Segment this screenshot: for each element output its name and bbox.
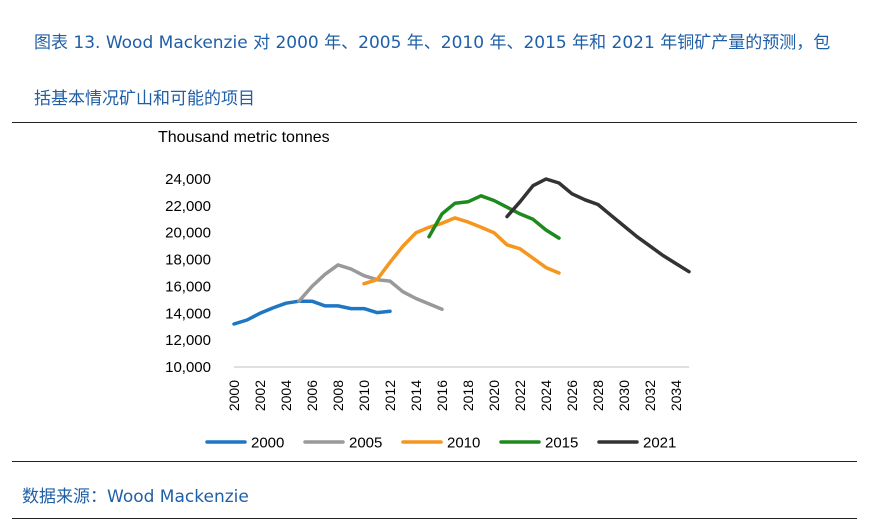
x-tick-label: 2010 xyxy=(356,380,372,411)
y-tick-label: 20,000 xyxy=(165,225,211,242)
x-tick-label: 2014 xyxy=(408,380,424,411)
x-tick-label: 2012 xyxy=(382,380,398,411)
series-line-2000 xyxy=(232,299,392,326)
legend: 2000 2005 2010 2015 2021 xyxy=(205,435,676,452)
legend-label-2021: 2021 xyxy=(643,435,676,452)
x-tick-label: 2018 xyxy=(460,380,476,411)
x-tick-label: 2030 xyxy=(616,380,632,411)
series-line-2021 xyxy=(505,177,691,274)
series-line-2015 xyxy=(427,194,561,240)
x-tick-label: 2020 xyxy=(486,380,502,411)
y-axis-title: Thousand metric tonnes xyxy=(158,129,330,146)
figure-caption-line-1: 图表 13. Wood Mackenzie 对 2000 年、2005 年、20… xyxy=(34,33,831,53)
x-tick-label: 2002 xyxy=(252,380,268,411)
series-lines xyxy=(232,177,691,326)
x-tick-label: 2000 xyxy=(226,380,242,411)
y-tick-label: 18,000 xyxy=(165,252,211,269)
x-tick-label: 2028 xyxy=(590,380,606,411)
legend-label-2000: 2000 xyxy=(251,435,284,452)
middle-divider xyxy=(12,461,857,462)
x-tick-label: 2034 xyxy=(668,380,684,411)
x-tick-label: 2016 xyxy=(434,380,450,411)
figure-caption-line-2: 括基本情况矿山和可能的项目 xyxy=(34,89,255,109)
y-tick-label: 16,000 xyxy=(165,278,211,295)
source-note: 数据来源：Wood Mackenzie xyxy=(22,487,249,507)
legend-label-2015: 2015 xyxy=(545,435,578,452)
x-tick-label: 2006 xyxy=(304,380,320,411)
x-tick-label: 2026 xyxy=(564,380,580,411)
x-tick-label: 2024 xyxy=(538,380,554,411)
x-tick-label: 2022 xyxy=(512,380,528,411)
y-tick-label: 22,000 xyxy=(165,198,211,215)
x-tick-label: 2004 xyxy=(278,380,294,411)
x-tick-label: 2008 xyxy=(330,380,346,411)
top-divider xyxy=(12,122,857,123)
legend-label-2005: 2005 xyxy=(349,435,382,452)
x-tick-label: 2032 xyxy=(642,380,658,411)
y-tick-label: 24,000 xyxy=(165,171,211,188)
series-line-2010 xyxy=(362,216,561,286)
y-axis: 10,000 12,000 14,000 16,000 18,000 20,000 22,0… xyxy=(165,171,211,376)
y-tick-label: 14,000 xyxy=(165,305,211,322)
y-tick-label: 10,000 xyxy=(165,359,211,376)
series-line-2005 xyxy=(297,263,444,312)
x-axis: 2000 2002 2004 2006 2008 2010 2012 2014 2016 2018… xyxy=(226,380,684,411)
legend-label-2010: 2010 xyxy=(447,435,480,452)
y-tick-label: 12,000 xyxy=(165,332,211,349)
bottom-divider xyxy=(12,518,857,519)
